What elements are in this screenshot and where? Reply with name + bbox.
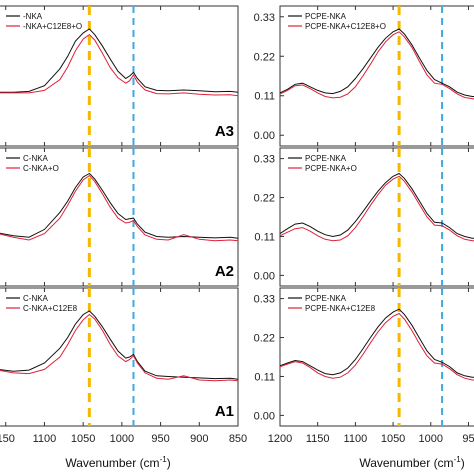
panel-A3: -NKA-NKA+C12E8+O A3 xyxy=(0,5,239,147)
panel-plot-area xyxy=(280,6,474,146)
panel-frame xyxy=(279,5,474,147)
x-tick-label: 1050 xyxy=(381,433,405,445)
legend-entry: PCPE-NKA+C12E8 xyxy=(305,304,376,313)
legend-entry: -NKA+C12E8+O xyxy=(23,22,82,31)
panel-plot-area xyxy=(0,6,238,146)
series-line-a xyxy=(280,172,474,239)
panel-frame xyxy=(0,147,239,287)
y-tick-label: 0.33 xyxy=(254,12,275,24)
x-tick-label: 900 xyxy=(190,433,208,445)
y-tick-label: 0.22 xyxy=(254,193,275,205)
series-line-b xyxy=(0,174,238,242)
legend-entry: C-NKA xyxy=(23,294,49,303)
panel-frame xyxy=(0,287,239,427)
right-x-axis-title: Wavenumber (cm-1) xyxy=(359,455,464,470)
x-tick-label: 150 xyxy=(0,433,15,445)
x-tick-label: 850 xyxy=(229,433,247,445)
panel-label: A3 xyxy=(215,123,234,140)
series-line-b xyxy=(280,175,474,242)
legend-entry: C-NKA xyxy=(23,154,49,163)
series-line-a xyxy=(0,172,238,239)
series-line-a xyxy=(280,28,474,97)
legend-entry: PCPE-NKA xyxy=(305,12,347,21)
panel-plot-area xyxy=(0,148,238,286)
panel-frame xyxy=(279,147,474,287)
y-tick-label: 0.33 xyxy=(254,154,275,166)
legend-entry: PCPE-NKA xyxy=(305,154,347,163)
y-tick-label: 0.11 xyxy=(254,91,275,103)
x-tick-label: 1050 xyxy=(71,433,95,445)
series-line-b xyxy=(280,31,474,100)
x-tick-label: 950 xyxy=(151,433,169,445)
legend-entry: PCPE-NKA xyxy=(305,294,347,303)
panel-A1-right: 1200 1150 1100 1050 1000 95 0.00 0.11 0.22 0.33 PC… xyxy=(254,287,474,445)
panel-label: A1 xyxy=(215,403,234,420)
y-tick-label: 0.11 xyxy=(254,231,275,243)
series-line-b xyxy=(0,34,238,97)
series-line-a xyxy=(280,308,474,378)
x-tick-label: 95 xyxy=(462,433,474,445)
x-tick-label: 1000 xyxy=(110,433,134,445)
panels: -NKA-NKA+C12E8+O A3 0.00 0.11 0.22 0.33 PCPE-N… xyxy=(0,5,474,445)
y-tick-label: 0.00 xyxy=(254,270,275,282)
panel-plot-area xyxy=(280,148,474,286)
series-line-a xyxy=(0,310,238,380)
x-tick-label: 1100 xyxy=(344,433,368,445)
series-line-b xyxy=(0,313,238,382)
y-tick-label: 0.00 xyxy=(254,130,275,142)
panel-plot-area xyxy=(0,288,238,426)
legend-entry: PCPE-NKA+C12E8+O xyxy=(305,22,386,31)
panel-plot-area xyxy=(280,288,474,426)
panel-A1: 150 1100 1050 1000 950 900 850 C-NKAC-NKA+C12E8… xyxy=(0,287,247,445)
legend-entry: -NKA xyxy=(23,12,43,21)
legend-entry: PCPE-NKA+O xyxy=(305,164,357,173)
panel-frame xyxy=(279,287,474,427)
left-x-axis-title: Wavenumber (cm-1) xyxy=(65,455,170,470)
y-tick-label: 0.11 xyxy=(254,371,275,383)
series-line-b xyxy=(280,312,474,381)
x-tick-label: 1000 xyxy=(419,433,443,445)
x-tick-label: 1200 xyxy=(268,433,292,445)
panel-label: A2 xyxy=(215,263,234,280)
y-tick-label: 0.00 xyxy=(254,410,275,422)
legend: -NKA-NKA+C12E8+O xyxy=(6,12,82,31)
panel-frame xyxy=(0,5,239,147)
y-tick-label: 0.33 xyxy=(254,294,275,306)
legend-entry: C-NKA+C12E8 xyxy=(23,304,78,313)
legend-entry: C-NKA+O xyxy=(23,164,59,173)
x-tick-label: 1150 xyxy=(306,433,330,445)
series-line-a xyxy=(0,28,238,93)
x-tick-label: 1100 xyxy=(33,433,57,445)
y-tick-label: 0.22 xyxy=(254,333,275,345)
y-tick-label: 0.22 xyxy=(254,51,275,63)
